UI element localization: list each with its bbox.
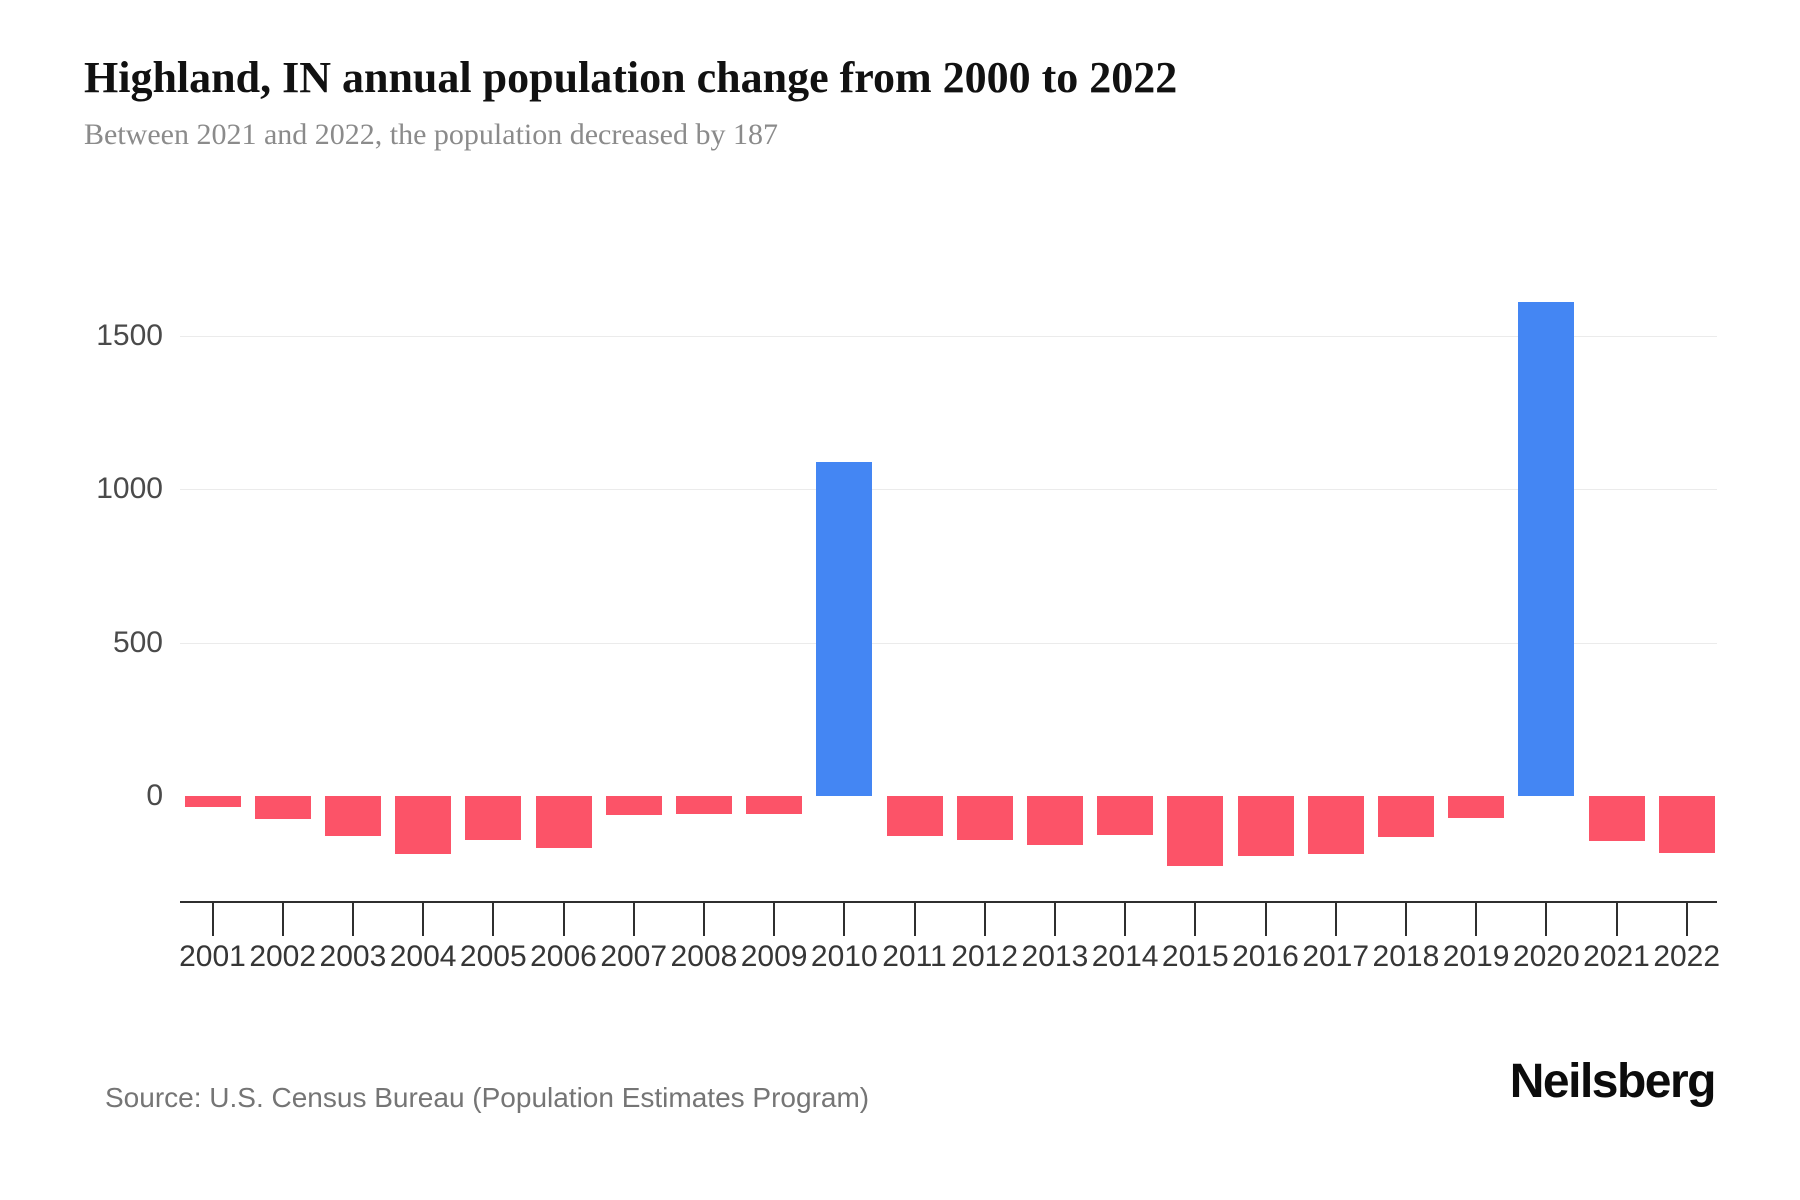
bar-2003[interactable] [324, 796, 381, 837]
x-axis-label-2004: 2004 [389, 940, 457, 973]
source-note: Source: U.S. Census Bureau (Population E… [105, 1082, 870, 1113]
bar-2010[interactable] [816, 461, 873, 796]
x-axis-label-2013: 2013 [1021, 940, 1089, 973]
x-axis-label-2012: 2012 [951, 940, 1019, 973]
x-axis-label-2016: 2016 [1232, 940, 1299, 973]
x-tick-2002 [281, 903, 284, 936]
x-tick-2019 [1475, 903, 1478, 936]
x-tick-2005 [492, 903, 495, 936]
bar-2014[interactable] [1097, 796, 1154, 835]
x-axis-label-2017: 2017 [1302, 940, 1370, 973]
x-tick-2001 [211, 903, 214, 936]
bar-2002[interactable] [254, 796, 311, 820]
bar-2004[interactable] [395, 796, 452, 855]
y-axis-label-1000: 1000 [96, 472, 163, 505]
x-axis-label-2001: 2001 [179, 940, 246, 973]
x-axis-label-2003: 2003 [319, 940, 387, 973]
x-axis-label-2010: 2010 [810, 940, 878, 973]
x-axis-label-2019: 2019 [1442, 940, 1510, 973]
bar-2001[interactable] [184, 796, 241, 808]
x-axis-label-2008: 2008 [670, 940, 738, 973]
x-tick-2020 [1545, 903, 1548, 936]
x-tick-2018 [1404, 903, 1407, 936]
x-axis-label-2022: 2022 [1653, 940, 1721, 973]
y-axis-label-500: 500 [112, 625, 163, 659]
x-tick-2014 [1124, 903, 1127, 936]
x-tick-2012 [983, 903, 986, 936]
bar-2013[interactable] [1026, 796, 1083, 846]
x-axis-label-2009: 2009 [740, 940, 808, 973]
gridline-500 [180, 642, 1717, 644]
bar-2005[interactable] [465, 796, 522, 840]
bar-2009[interactable] [746, 796, 803, 814]
brand-logo: Neilsberg [1509, 1055, 1717, 1108]
x-tick-2004 [422, 903, 425, 936]
gridline-1500 [180, 335, 1717, 337]
x-axis-label-2002: 2002 [249, 940, 317, 973]
x-axis-label-2011: 2011 [882, 940, 947, 973]
x-axis-label-2006: 2006 [530, 940, 597, 973]
gridline-1000 [180, 489, 1717, 490]
chart-subtitle: Between 2021 and 2022, the population de… [84, 118, 778, 151]
chart-title: Highland, IN annual population change fr… [84, 53, 1178, 102]
y-axis-label-0: 0 [146, 779, 163, 812]
bar-2021[interactable] [1588, 796, 1645, 841]
x-axis-label-2014: 2014 [1091, 940, 1159, 973]
x-tick-2021 [1615, 903, 1618, 936]
bar-2011[interactable] [886, 796, 943, 836]
x-tick-2015 [1194, 903, 1197, 936]
bar-2007[interactable] [605, 796, 662, 816]
x-axis-label-2007: 2007 [600, 940, 668, 973]
bar-chart [180, 240, 1717, 903]
bar-2006[interactable] [535, 796, 592, 848]
x-axis-label-2005: 2005 [459, 940, 527, 973]
x-tick-2007 [632, 903, 635, 936]
x-tick-2010 [843, 903, 846, 936]
x-axis-label-2020: 2020 [1512, 940, 1580, 973]
x-tick-2022 [1685, 903, 1688, 936]
bar-2015[interactable] [1167, 796, 1224, 867]
bar-2019[interactable] [1448, 796, 1505, 818]
x-tick-2011 [913, 903, 916, 936]
x-tick-2016 [1264, 903, 1267, 936]
x-tick-2009 [773, 903, 776, 936]
bar-2016[interactable] [1237, 796, 1294, 856]
bar-2017[interactable] [1307, 796, 1364, 855]
x-tick-2006 [562, 903, 565, 936]
x-tick-2008 [702, 903, 705, 936]
x-tick-2003 [351, 903, 354, 936]
bar-2012[interactable] [956, 796, 1013, 840]
bar-2022[interactable] [1658, 796, 1715, 854]
x-tick-2013 [1053, 903, 1056, 936]
x-axis-label-2018: 2018 [1372, 940, 1440, 973]
x-tick-2017 [1334, 903, 1337, 936]
x-axis-label-2021: 2021 [1583, 940, 1650, 973]
bar-2008[interactable] [675, 796, 732, 815]
bar-2020[interactable] [1518, 301, 1575, 796]
y-axis-label-1500: 1500 [96, 318, 163, 352]
x-axis-label-2015: 2015 [1161, 940, 1229, 973]
bar-2018[interactable] [1377, 796, 1434, 838]
